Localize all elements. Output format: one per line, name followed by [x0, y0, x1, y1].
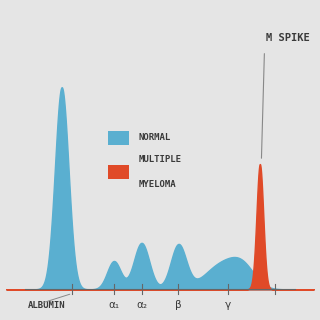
Text: β: β [175, 300, 182, 310]
Bar [108, 165, 129, 179]
Text: M SPIKE: M SPIKE [266, 33, 310, 43]
Text: γ: γ [224, 300, 231, 310]
Text: α₁: α₁ [108, 300, 119, 310]
Text: MYELOMA: MYELOMA [139, 180, 176, 189]
Text: ALBUMIN: ALBUMIN [28, 301, 66, 310]
Bar [108, 131, 129, 145]
Text: MULTIPLE: MULTIPLE [139, 155, 181, 164]
Text: NORMAL: NORMAL [139, 133, 171, 142]
Text: α₂: α₂ [136, 300, 147, 310]
